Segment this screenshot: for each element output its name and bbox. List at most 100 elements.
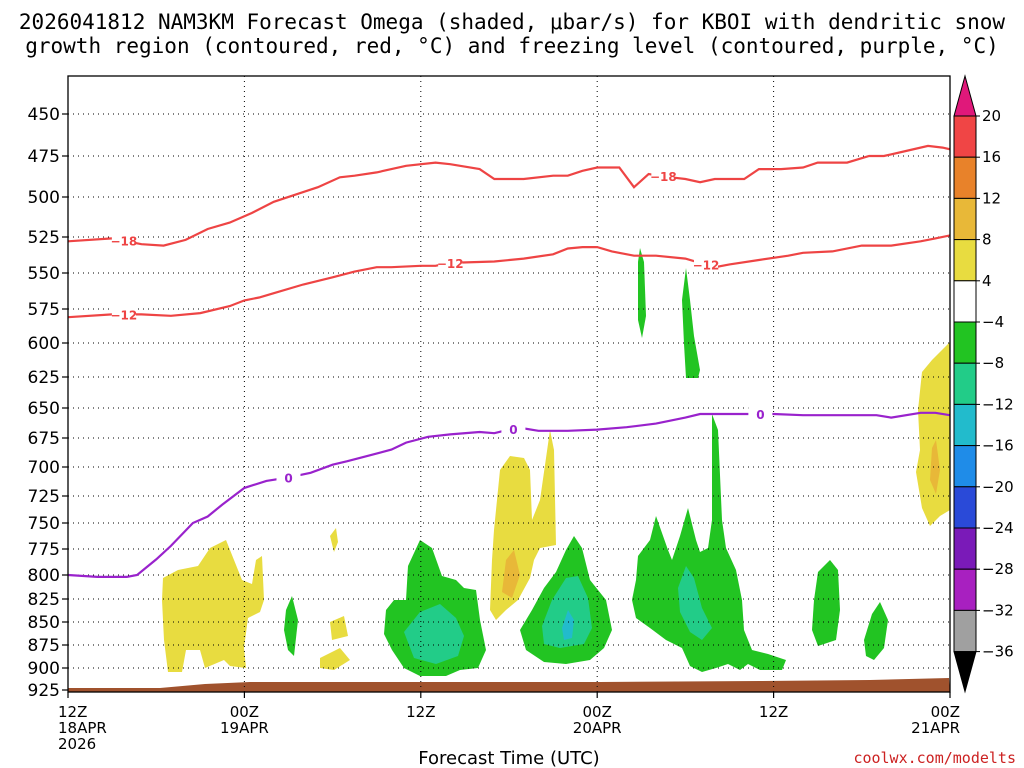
x-tick-label2-12: 19APR [220, 719, 269, 737]
colorbar-label-1: 16 [982, 148, 1001, 166]
colorbar-label-0: 20 [982, 107, 1001, 125]
colorbar-label-9: −20 [982, 478, 1014, 496]
x-axis-label: Forecast Time (UTC) [418, 748, 599, 768]
y-tick-label-750: 750 [28, 514, 60, 534]
credit-text: coolwx.com/modelts [853, 749, 1016, 767]
contour-line-1 [68, 234, 950, 319]
y-tick-label-725: 725 [28, 487, 60, 507]
y-tick-label-850: 850 [28, 613, 60, 633]
omega-region-teal-b [542, 576, 592, 648]
y-tick-label-500: 500 [28, 188, 60, 208]
contour-label-2-2: 0 [756, 408, 764, 422]
contour-line-0 [68, 144, 950, 247]
omega-region-orange-right [930, 440, 940, 494]
omega-region-cyan-b [562, 610, 574, 640]
x-tick-label1-12: 00Z [230, 703, 259, 721]
omega-region-yellow-left [162, 540, 264, 672]
contour-label-bg-2-0 [276, 469, 301, 485]
y-tick-label-575: 575 [28, 300, 60, 320]
contour-label-2-0: 0 [284, 471, 292, 485]
omega-region-orange-center [502, 550, 520, 598]
contour-label-bg-0-0 [111, 232, 136, 248]
x-tick-label1-24: 12Z [406, 703, 435, 721]
horizontal-gridlines [68, 113, 950, 669]
contour-label-2-1: 0 [509, 423, 517, 437]
plot-frame [67, 75, 951, 693]
y-tick-label-875: 875 [28, 636, 60, 656]
omega-region-yellow-small-c [320, 648, 350, 670]
colorbar-label-6: −8 [982, 354, 1004, 372]
contour-label-bg-2-2 [748, 406, 773, 421]
contour-label-bg-1-1 [438, 254, 463, 270]
y-tick-label-825: 825 [28, 590, 60, 610]
colorbar-label-4: 4 [982, 272, 992, 290]
colorbar-label-5: −4 [982, 313, 1004, 331]
colorbar-box-7 [953, 403, 977, 447]
y-tick-label-675: 675 [28, 429, 60, 449]
y-tick-label-525: 525 [28, 228, 60, 248]
colorbar-label-8: −16 [982, 437, 1014, 455]
colorbar-label-2: 12 [982, 189, 1001, 207]
contour-label-bg-2-1 [501, 421, 526, 437]
contour-labels: −18 −18 −12 −12 −12 0 0 0 [110, 168, 773, 485]
omega-region-teal-a [404, 604, 464, 664]
contour-label-1-1: −12 [437, 257, 464, 271]
colorbar-box-0 [953, 115, 977, 158]
y-axis: 450 475 500 525 550 575 600 625 650 675 700 725 750 7… [28, 105, 68, 701]
y-tick-label-700: 700 [28, 458, 60, 478]
colorbar-box-11 [953, 568, 977, 611]
colorbar-box-3 [953, 239, 977, 282]
x-tick-label2-0: 18APR [58, 719, 107, 737]
contour-label-bg-0-1 [651, 168, 676, 184]
y-tick-label-475: 475 [28, 147, 60, 167]
colorbar-label-11: −28 [982, 560, 1014, 578]
contour-label-0-0: −18 [110, 235, 137, 249]
colorbar: 20 16 12 8 4 −4 −8 −12 −16 −20 −24 −28 −32 −36 [953, 74, 1014, 694]
colorbar-label-12: −32 [982, 601, 1014, 619]
x-tick-label2-36: 20APR [573, 719, 622, 737]
contour-label-0-1: −18 [650, 170, 677, 184]
colorbar-box-2 [953, 197, 977, 241]
y-tick-label-600: 600 [28, 334, 60, 354]
omega-region-green-left-narrow [284, 596, 298, 656]
colorbar-box-9 [953, 486, 977, 529]
y-tick-label-625: 625 [28, 368, 60, 388]
x-tick-label2-60: 21APR [911, 719, 960, 737]
x-tick-label1-0: 12Z [58, 703, 87, 721]
contour-label-bg-1-0 [111, 306, 136, 322]
terrain-ground [68, 678, 950, 692]
colorbar-box-5 [953, 321, 977, 364]
colorbar-box-1 [953, 156, 977, 199]
omega-region-green-c [632, 414, 786, 672]
omega-region-green-f [812, 560, 840, 646]
colorbar-box-12 [953, 609, 977, 653]
colorbar-label-13: −36 [982, 643, 1014, 661]
chart-title-line-1: 2026041812 NAM3KM Forecast Omega (shaded… [19, 10, 1006, 34]
x-tick-label1-36: 00Z [583, 703, 612, 721]
omega-shading [162, 248, 950, 676]
y-tick-label-775: 775 [28, 540, 60, 560]
colorbar-label-10: −24 [982, 519, 1014, 537]
contour-label-bg-1-2 [693, 256, 718, 272]
omega-region-yellow-small-a [330, 528, 338, 552]
y-tick-label-800: 800 [28, 566, 60, 586]
x-tick-label1-60: 00Z [931, 703, 960, 721]
omega-region-green-d [638, 248, 646, 338]
y-tick-label-900: 900 [28, 659, 60, 679]
chart-title-line-2: growth region (contoured, red, °C) and f… [25, 34, 999, 58]
colorbar-label-3: 8 [982, 231, 992, 249]
colorbar-box-10 [953, 527, 977, 570]
y-tick-label-450: 450 [28, 105, 60, 125]
y-tick-label-550: 550 [28, 264, 60, 284]
colorbar-box-4 [953, 280, 977, 323]
omega-region-green-g [864, 602, 888, 660]
y-tick-label-650: 650 [28, 399, 60, 419]
x-tick-label3-0: 2026 [58, 735, 96, 753]
omega-region-green-e [682, 268, 700, 378]
colorbar-label-7: −12 [982, 395, 1014, 413]
colorbar-box-6 [953, 362, 977, 405]
y-tick-label-925: 925 [28, 681, 60, 701]
colorbar-bottom-arrow [953, 651, 977, 694]
colorbar-box-8 [953, 445, 977, 488]
